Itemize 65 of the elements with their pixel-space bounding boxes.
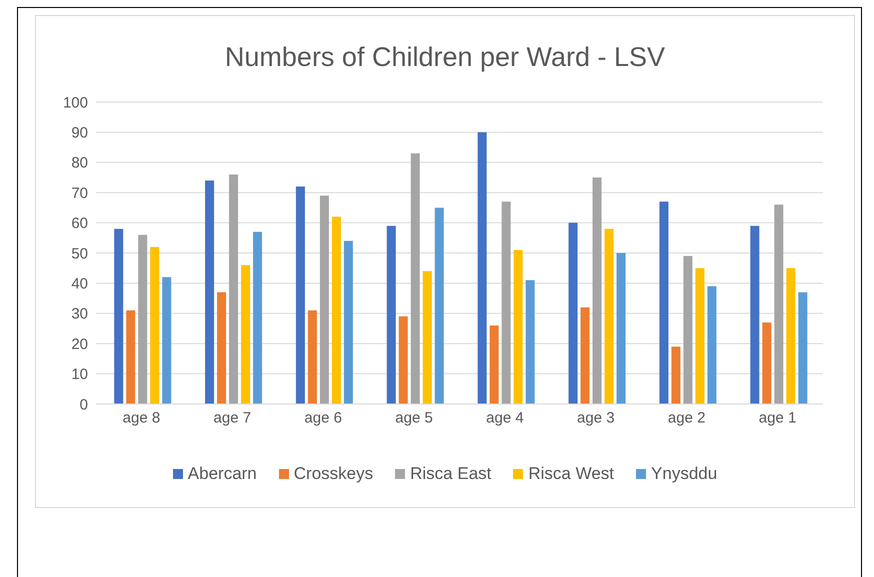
bar	[332, 216, 341, 404]
bar	[707, 286, 716, 404]
bar	[798, 292, 808, 404]
bar	[150, 246, 160, 404]
x-tick-label: age 6	[304, 410, 342, 427]
bar	[320, 196, 329, 404]
legend-label: Crosskeys	[294, 464, 374, 484]
bar	[217, 292, 226, 404]
x-tick-label: age 1	[758, 410, 796, 427]
bar	[478, 132, 487, 404]
bar	[604, 228, 614, 404]
bar	[502, 202, 511, 404]
x-tick-label: age 4	[486, 410, 524, 427]
bar	[434, 208, 444, 404]
bar	[671, 346, 680, 404]
bar	[126, 310, 136, 404]
bar	[659, 202, 668, 404]
bar	[205, 180, 214, 404]
bar	[750, 226, 760, 404]
chart-title: Numbers of Children per Ward - LSV	[224, 42, 666, 73]
y-tick-label: 40	[71, 276, 88, 293]
bar	[683, 256, 692, 404]
x-tick-label: age 2	[668, 410, 706, 427]
x-tick-label: age 7	[214, 410, 252, 427]
legend-label: Abercarn	[188, 464, 257, 484]
bar	[580, 307, 590, 404]
bar	[526, 280, 535, 404]
bar	[162, 277, 172, 404]
bar	[410, 153, 420, 404]
bar	[296, 186, 305, 404]
bar	[514, 250, 523, 404]
bar	[490, 325, 499, 404]
bar	[568, 222, 578, 404]
bar	[253, 232, 262, 404]
y-tick-label: 60	[71, 215, 88, 232]
x-tick-label: age 3	[577, 410, 615, 427]
bar	[386, 226, 396, 404]
bar	[422, 271, 432, 404]
y-tick-label: 30	[71, 306, 88, 323]
bar	[229, 174, 238, 404]
bar	[762, 322, 772, 404]
bar	[786, 268, 796, 404]
y-tick-label: 90	[71, 124, 88, 142]
bar	[616, 253, 626, 404]
y-tick-label: 20	[71, 336, 88, 353]
bar	[695, 268, 704, 404]
bar	[774, 204, 784, 404]
bar	[398, 316, 408, 404]
x-tick-label: age 8	[122, 410, 160, 427]
y-tick-label: 80	[71, 154, 88, 172]
x-tick-label: age 5	[395, 410, 433, 427]
bar	[114, 228, 124, 404]
y-tick-label: 70	[71, 184, 88, 202]
y-tick-label: 10	[71, 366, 88, 384]
bar	[241, 265, 250, 404]
bar	[138, 234, 148, 404]
legend-label: Risca East	[410, 464, 492, 484]
y-tick-label: 0	[80, 396, 88, 414]
y-tick-label: 100	[62, 94, 88, 112]
y-tick-label: 50	[71, 245, 88, 262]
bar	[592, 178, 602, 404]
legend-label: Ynysddu	[651, 464, 718, 484]
bar	[344, 240, 353, 404]
legend-label: Risca West	[528, 464, 614, 484]
bar	[308, 310, 317, 404]
